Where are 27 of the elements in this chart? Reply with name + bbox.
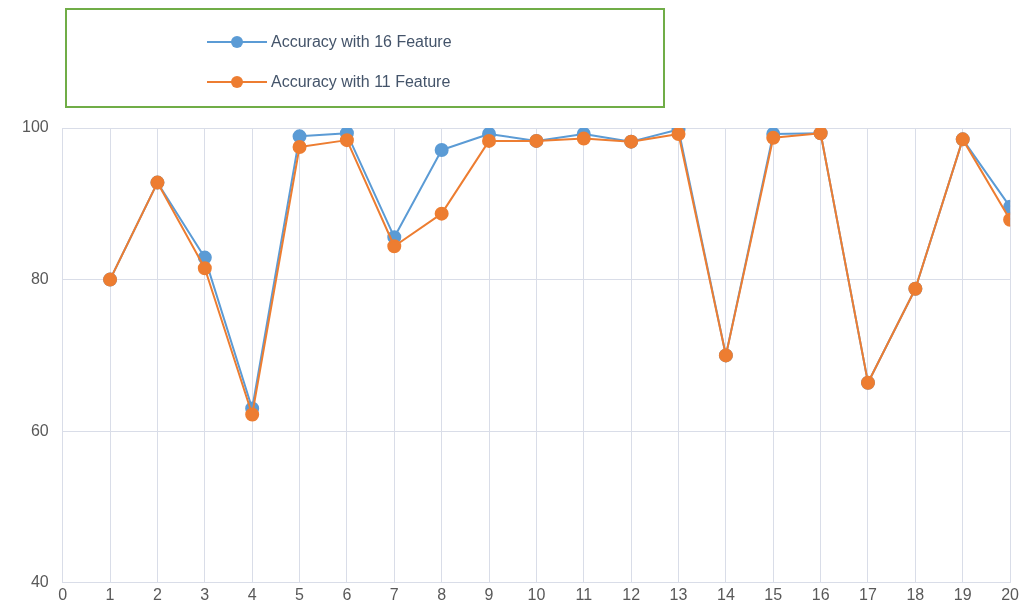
x-tick-label: 17 xyxy=(859,585,877,603)
x-tick-label: 1 xyxy=(105,585,115,603)
y-tick-label: 100 xyxy=(21,118,49,136)
x-tick-label: 3 xyxy=(200,585,210,603)
x-tick-label: 0 xyxy=(58,585,68,603)
x-tick-label: 10 xyxy=(527,585,546,603)
x-tick-label: 12 xyxy=(622,585,641,603)
x-tick-label: 11 xyxy=(575,585,593,603)
x-tick-label: 7 xyxy=(389,585,399,603)
y-tick-label: 80 xyxy=(30,270,49,288)
x-tick-label: 19 xyxy=(953,585,972,603)
legend-label: Accuracy with 16 Feature xyxy=(271,33,452,51)
x-tick-label: 13 xyxy=(669,585,688,603)
x-tick-label: 8 xyxy=(437,585,447,603)
x-tick-label: 2 xyxy=(152,585,162,603)
y-tick-label: 60 xyxy=(30,421,49,439)
x-tick-label: 16 xyxy=(811,585,830,603)
legend-label: Accuracy with 11 Feature xyxy=(271,73,451,91)
x-tick-label: 4 xyxy=(247,585,257,603)
x-tick-label: 6 xyxy=(342,585,352,603)
y-tick-label: 40 xyxy=(30,573,49,591)
x-tick-label: 18 xyxy=(906,585,925,603)
x-tick-label: 20 xyxy=(1001,585,1020,603)
x-tick-label: 14 xyxy=(716,585,735,603)
x-tick-label: 9 xyxy=(484,585,494,603)
x-tick-label: 5 xyxy=(295,585,305,603)
x-tick-label: 15 xyxy=(764,585,783,603)
